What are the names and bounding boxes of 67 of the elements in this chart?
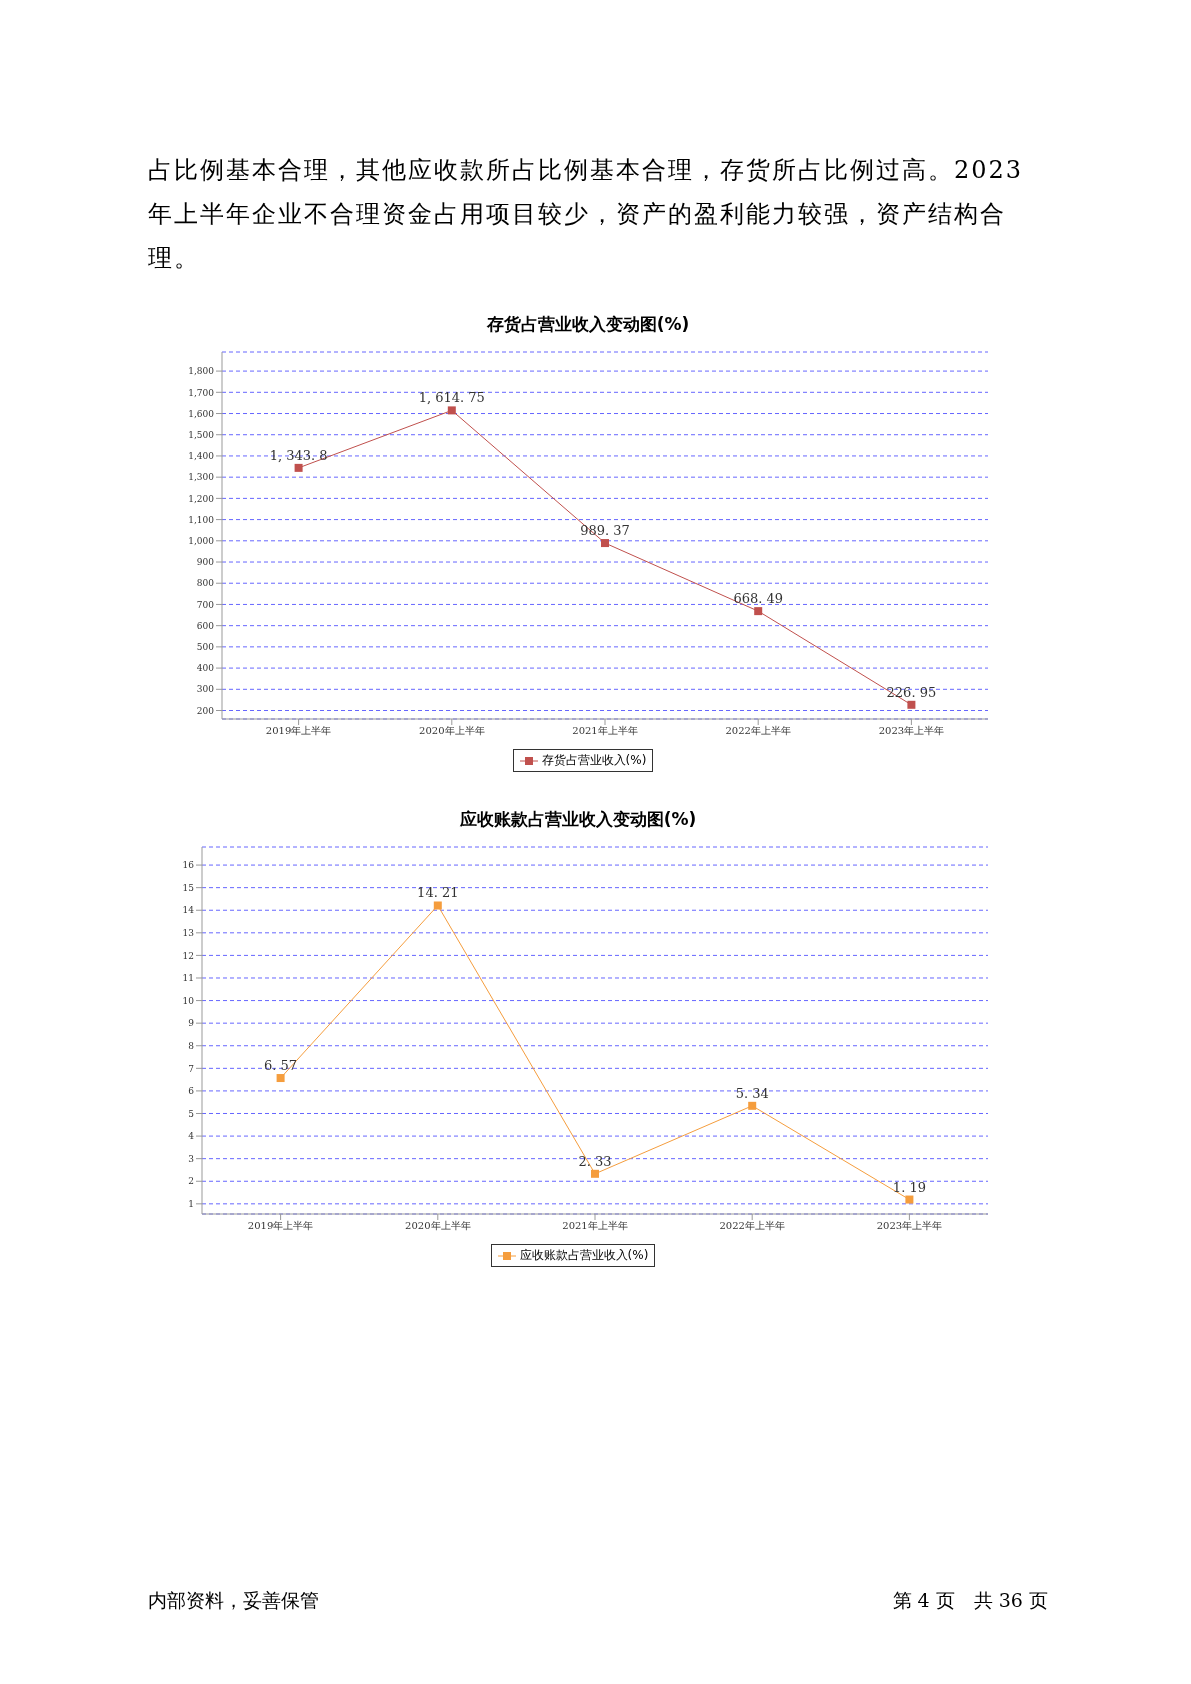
y-tick-label: 1,700 bbox=[188, 387, 215, 398]
y-tick-label: 400 bbox=[196, 663, 215, 674]
y-tick-label: 9 bbox=[188, 1018, 195, 1029]
y-tick-label: 1,500 bbox=[188, 429, 215, 440]
y-tick-label: 7 bbox=[188, 1063, 195, 1074]
point bbox=[433, 901, 442, 910]
text: 668. 49 bbox=[733, 591, 784, 607]
y-tick-label: 1,400 bbox=[188, 451, 215, 462]
y-tick-label: 16 bbox=[182, 860, 195, 871]
text: 5. 34 bbox=[735, 1085, 769, 1101]
text: 14. 21 bbox=[417, 885, 459, 901]
point bbox=[591, 1169, 599, 1178]
x-tick-label: 2019年上半年 bbox=[265, 725, 332, 737]
y-tick-label: 500 bbox=[196, 642, 215, 653]
point bbox=[601, 539, 609, 548]
text: 989. 37 bbox=[580, 523, 630, 539]
point bbox=[276, 1074, 285, 1083]
point bbox=[905, 1195, 914, 1204]
y-tick-label: 1,100 bbox=[188, 514, 215, 525]
y-tick-label: 1 bbox=[188, 1199, 194, 1210]
y-tick-label: 12 bbox=[182, 950, 194, 961]
x-tick-label: 2020年上半年 bbox=[419, 725, 485, 737]
point bbox=[447, 406, 456, 415]
text: 1, 614. 75 bbox=[418, 390, 485, 406]
chart-title: 应收账款占营业收入变动图(%) bbox=[458, 808, 698, 831]
text: 1. 19 bbox=[892, 1179, 926, 1195]
x-tick-label: 2023年上半年 bbox=[876, 1220, 943, 1232]
y-tick-label: 600 bbox=[196, 620, 215, 631]
x-tick-label: 2022年上半年 bbox=[725, 725, 791, 737]
legend-label: 存货占营业收入(%) bbox=[540, 752, 647, 769]
text: 1, 343. 8 bbox=[269, 447, 328, 463]
x-tick-label: 2021年上半年 bbox=[562, 1220, 628, 1232]
y-tick-label: 8 bbox=[188, 1040, 195, 1051]
y-tick-label: 800 bbox=[196, 578, 215, 589]
y-tick-label: 1,000 bbox=[188, 536, 215, 546]
y-tick-label: 13 bbox=[182, 928, 195, 939]
y-tick-label: 1,300 bbox=[188, 472, 215, 483]
y-tick-label: 200 bbox=[196, 705, 215, 716]
y-tick-label: 5 bbox=[188, 1108, 195, 1119]
y-tick-label: 900 bbox=[196, 557, 215, 568]
x-tick-label: 2022年上半年 bbox=[719, 1220, 785, 1232]
chart-title: 存货占营业收入变动图(%) bbox=[485, 313, 691, 336]
point bbox=[754, 607, 763, 616]
x-tick-label: 2021年上半年 bbox=[572, 725, 638, 737]
y-tick-label: 1,600 bbox=[188, 408, 215, 419]
y-tick-label: 300 bbox=[196, 684, 215, 695]
x-tick-label: 2019年上半年 bbox=[247, 1220, 314, 1232]
point bbox=[294, 463, 303, 472]
y-tick-label: 15 bbox=[182, 882, 195, 893]
text: 第 4 页 共 36 页 bbox=[892, 1588, 1048, 1613]
y-tick-label: 1,800 bbox=[188, 366, 215, 377]
y-tick-label: 3 bbox=[188, 1153, 195, 1164]
y-tick-label: 1,200 bbox=[188, 493, 215, 504]
y-tick-label: 11 bbox=[182, 973, 194, 984]
y-tick-label: 700 bbox=[196, 599, 215, 610]
legend-label: 应收账款占营业收入(%) bbox=[518, 1247, 649, 1264]
x-tick-label: 2023年上半年 bbox=[878, 725, 945, 737]
point bbox=[748, 1101, 757, 1110]
y-tick-label: 6 bbox=[188, 1086, 195, 1097]
y-tick-label: 14 bbox=[182, 905, 195, 916]
y-tick-label: 2 bbox=[188, 1176, 194, 1187]
text: 占比例基本合理，其他应收款所占比例基本合理，存货所占比例过高。2023年上半年企业不合理资金占用项目较少，资产的盈利能力较强，资产结构合理。 bbox=[148, 155, 1025, 274]
text: 内部资料，妥善保管 bbox=[148, 1588, 319, 1613]
y-tick-label: 10 bbox=[182, 995, 195, 1006]
point bbox=[907, 700, 916, 709]
x-tick-label: 2020年上半年 bbox=[405, 1220, 471, 1232]
y-tick-label: 4 bbox=[188, 1131, 195, 1142]
